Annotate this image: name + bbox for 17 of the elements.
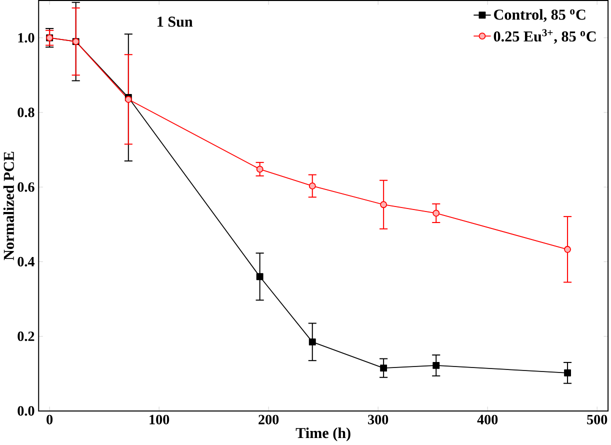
x-tick-label: 100 [150, 415, 170, 425]
x-tick-label: 200 [258, 415, 279, 425]
y-tick-label: 0.6 [18, 182, 34, 192]
legend-label: 0.25 Eu$^{3+}$, 85 $^{o}$C [494, 29, 596, 44]
x-tick-label: 400 [477, 415, 498, 425]
y-axis-title: Normalized PCE [3, 152, 14, 260]
x-axis-title: Time (h) [296, 428, 350, 442]
y-tick-label: 0.8 [18, 108, 34, 118]
y-tick-label: 1.0 [18, 33, 34, 43]
x-tick-label: 0 [46, 415, 53, 425]
y-tick-label: 0.2 [18, 332, 34, 342]
y-tick-label: 0.4 [18, 257, 35, 267]
legend-label: Control, 85 $^{o}$C [494, 9, 586, 22]
x-tick-label: 300 [368, 415, 388, 425]
annotation: 1 Sun [158, 16, 193, 28]
y-tick-label: 0.0 [18, 406, 34, 416]
x-tick-label: 500 [587, 415, 608, 425]
